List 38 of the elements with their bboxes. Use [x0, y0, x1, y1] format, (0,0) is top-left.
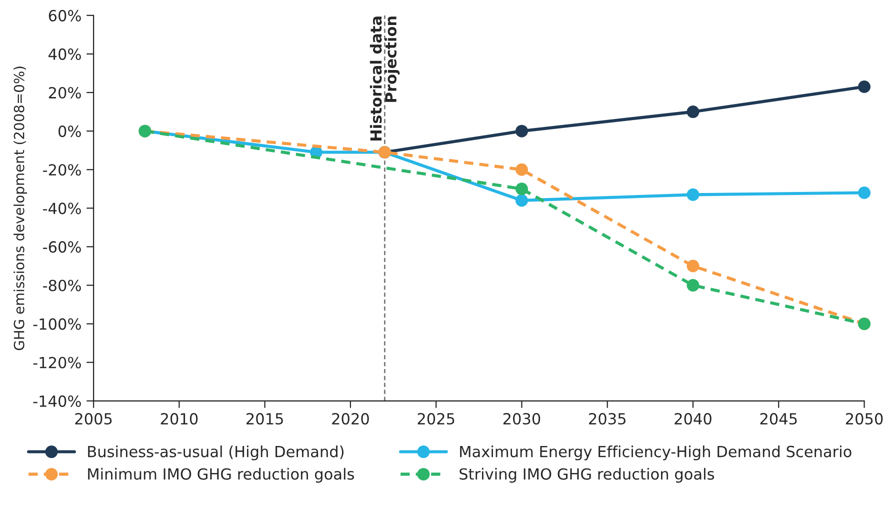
legend-label: Striving IMO GHG reduction goals [460, 468, 714, 483]
y-tick-label: 0% [58, 126, 81, 138]
x-tick-label: 2005 [75, 412, 112, 425]
y-tick-label: -40% [43, 202, 81, 214]
y-tick-label: -100% [33, 318, 81, 330]
y-tick-label: -120% [33, 356, 81, 368]
y-tick-label: 60% [48, 10, 81, 22]
legend-label: Business-as-usual (High Demand) [88, 446, 344, 460]
ref-line-label: Historical data [370, 16, 382, 140]
point [686, 106, 700, 118]
y-tick-label: -60% [43, 241, 81, 253]
y-tick-label: 40% [48, 48, 81, 60]
point [515, 163, 528, 176]
annotation: Projection [384, 16, 400, 102]
point [515, 124, 528, 138]
x-tick-label: 2030 [503, 412, 540, 425]
x-tick-label: 2010 [160, 412, 198, 425]
point [858, 80, 871, 93]
x-tick-label: 2035 [589, 412, 626, 425]
point [686, 260, 700, 272]
y-tick-label: 20% [48, 86, 81, 99]
x-tick-label: 2020 [332, 412, 369, 425]
point [686, 279, 700, 292]
y-tick-label: -20% [43, 164, 81, 176]
legend-label: Minimum IMO GHG reduction goals [88, 468, 354, 483]
point [858, 186, 871, 199]
point [515, 182, 528, 196]
x-tick-label: 2015 [246, 412, 283, 425]
legend-label: Maximum Energy Efficiency-High Demand Scenario [460, 446, 852, 460]
point [686, 188, 700, 201]
x-tick-label: 2045 [760, 412, 797, 425]
y-tick-label: -140% [33, 395, 81, 407]
point [515, 194, 528, 207]
y-tick-label: -80% [43, 280, 81, 292]
y-axis-title: GHG emissions development (2008=0%) [14, 66, 28, 350]
x-tick-label: 2050 [846, 412, 883, 425]
x-tick-label: 2025 [418, 412, 454, 425]
x-tick-label: 2040 [674, 412, 712, 425]
